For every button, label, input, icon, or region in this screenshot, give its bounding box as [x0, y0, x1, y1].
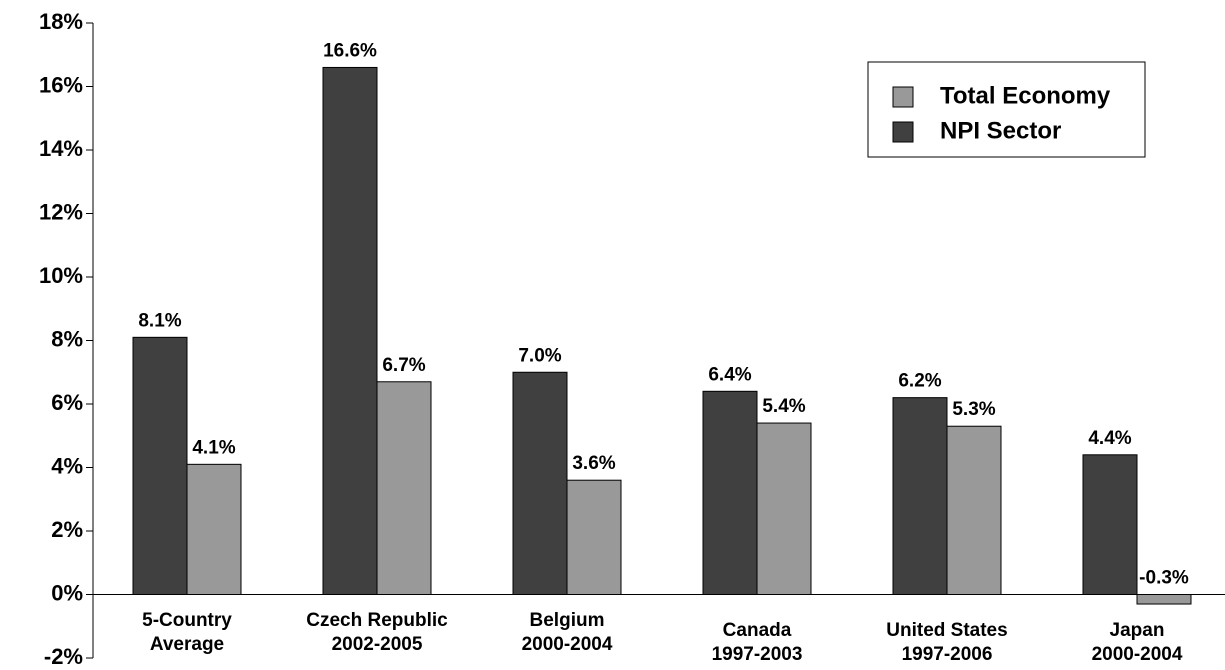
data-label: 3.6% — [572, 453, 615, 474]
bar — [1136, 594, 1192, 605]
y-tick-label: 16% — [39, 72, 83, 97]
x-tick-label: United States — [886, 620, 1007, 641]
y-tick-label: 2% — [51, 517, 83, 542]
data-label: 4.1% — [192, 437, 235, 458]
x-tick-label: Japan — [1110, 620, 1165, 641]
x-tick-label: Average — [150, 634, 224, 655]
data-label: 5.3% — [952, 399, 995, 420]
x-tick-label: Belgium — [530, 610, 605, 631]
bar — [566, 479, 622, 596]
y-tick-label: 6% — [51, 390, 83, 415]
y-tick-label: 8% — [51, 326, 83, 351]
y-tick-label: 0% — [51, 580, 83, 605]
data-label: 6.7% — [382, 355, 425, 376]
data-label: 5.4% — [762, 396, 805, 417]
bar — [946, 425, 1002, 595]
bar — [186, 463, 242, 596]
data-label: 16.6% — [323, 40, 377, 61]
bar — [756, 422, 812, 595]
bar — [512, 371, 568, 595]
data-label: 8.1% — [138, 310, 181, 331]
x-tick-label: 1997-2006 — [902, 644, 993, 665]
legend-box — [867, 61, 1146, 158]
bar — [702, 390, 758, 595]
data-label: 4.4% — [1088, 428, 1131, 449]
y-tick-label: 12% — [39, 199, 83, 224]
bar — [376, 381, 432, 595]
x-tick-label: 2000-2004 — [522, 634, 613, 655]
y-tick-label: -2% — [44, 644, 83, 669]
x-tick-label: 1997-2003 — [712, 644, 803, 665]
bar — [322, 66, 378, 595]
y-tick-label: 10% — [39, 263, 83, 288]
y-tick-label: 14% — [39, 136, 83, 161]
x-tick-label: 2000-2004 — [1092, 644, 1183, 665]
x-tick-label: 5-Country — [142, 610, 232, 631]
x-tick-label: 2002-2005 — [332, 634, 423, 655]
bar — [892, 397, 948, 595]
data-label: -0.3% — [1139, 568, 1189, 589]
bar — [1082, 454, 1138, 595]
data-label: 6.2% — [898, 371, 941, 392]
legend-label: Total Economy — [940, 82, 1111, 109]
legend-swatch — [892, 121, 914, 143]
y-tick-label: 18% — [39, 9, 83, 34]
x-tick-label: Czech Republic — [306, 610, 448, 631]
y-tick-label: 4% — [51, 453, 83, 478]
x-tick-label: Canada — [723, 620, 792, 641]
data-label: 6.4% — [708, 364, 751, 385]
bar — [132, 336, 188, 595]
legend-swatch — [892, 86, 914, 108]
data-label: 7.0% — [518, 345, 561, 366]
legend-label: NPI Sector — [940, 117, 1061, 144]
